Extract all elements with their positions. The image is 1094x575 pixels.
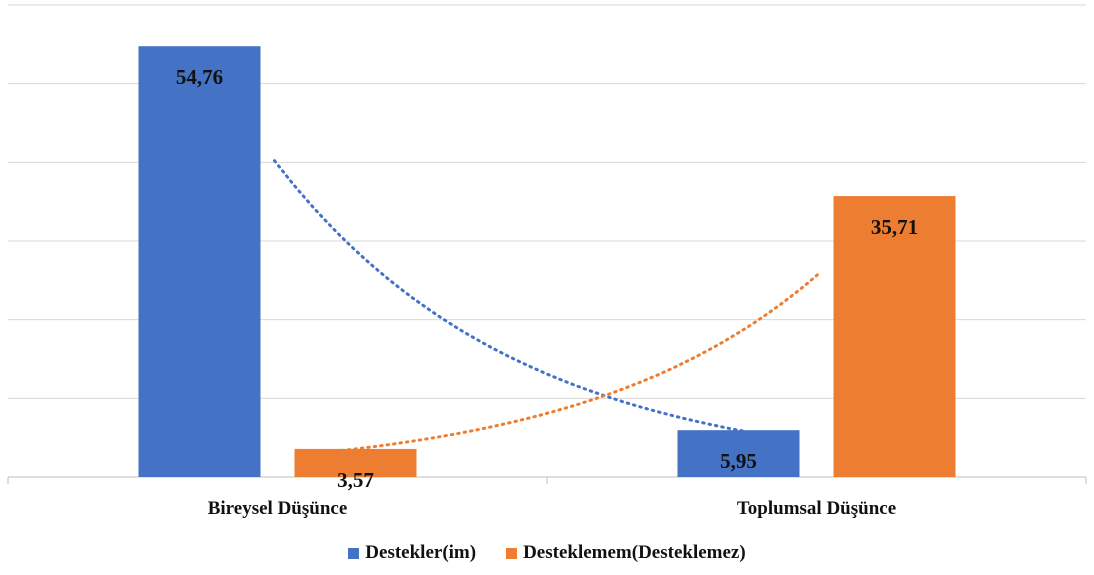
- legend-label-series-2: Desteklemem(Desteklemez): [523, 542, 746, 563]
- legend-item-series-1: Destekler(im): [348, 542, 476, 564]
- legend-swatch-series-2: [506, 547, 518, 559]
- data-labels: 54,76 3,57 5,95 35,71: [176, 65, 918, 492]
- bar-series-2-1: [294, 448, 417, 477]
- data-label-series-2-1: 3,57: [337, 468, 374, 492]
- bar-series-2-2: [833, 196, 956, 477]
- bars: [138, 46, 956, 477]
- trendlines: [273, 159, 821, 453]
- category-labels: Bireysel Düşünce Toplumsal Düşünce: [208, 498, 896, 519]
- x-tick-label: Toplumsal Düşünce: [737, 498, 896, 519]
- data-label-series-2-2: 35,71: [871, 215, 918, 239]
- legend-swatch-series-1: [348, 547, 360, 559]
- legend-item-series-2: Desteklemem(Desteklemez): [506, 542, 746, 564]
- legend: Destekler(im) Desteklemem(Desteklemez): [0, 538, 1094, 568]
- bar-series-1-2: [677, 430, 800, 477]
- data-label-series-1-2: 5,95: [720, 449, 757, 473]
- trendline-series-1: [273, 159, 760, 436]
- trendline-series-2: [334, 271, 821, 453]
- legend-label-series-1: Destekler(im): [365, 542, 477, 563]
- data-label-series-1-1: 54,76: [176, 65, 223, 89]
- x-tick-label: Bireysel Düşünce: [208, 498, 348, 519]
- bar-series-1-1: [138, 46, 261, 477]
- x-axis: [7, 476, 1087, 484]
